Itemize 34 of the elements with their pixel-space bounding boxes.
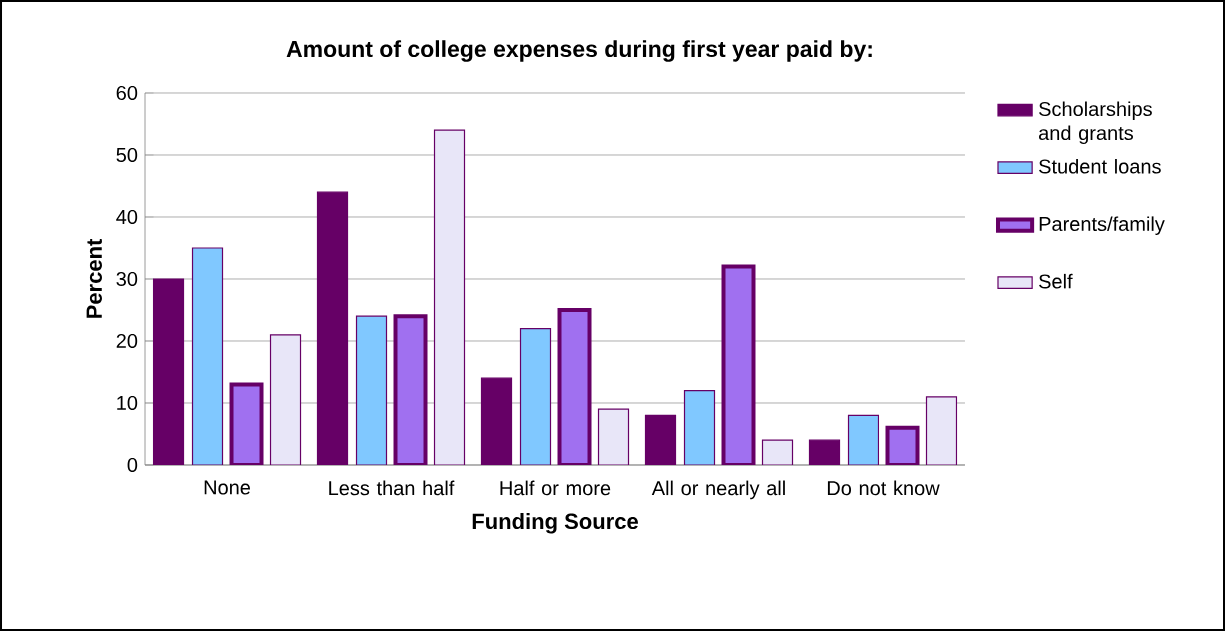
x-tick-label: All or nearly all [651,480,785,500]
bar [433,129,466,465]
bar [480,377,513,465]
x-tick-label: Half or more [500,480,611,496]
bar [925,396,958,465]
legend-label: Parents/family [1039,216,1165,236]
legend-label: Scholarships and grants [1038,101,1152,145]
x-tick-label: Do not know [827,480,940,496]
y-tick-label: 40 [116,209,138,225]
y-tick-label: 50 [116,147,138,163]
bar [808,439,841,465]
bar [519,327,552,465]
bar [761,439,794,465]
chart-title: Amount of college expenses during first year paid by: [286,40,872,62]
y-axis-title: Percent [86,238,102,318]
bar [355,315,388,465]
y-tick-label: 60 [116,85,138,101]
y-tick-label: 20 [116,333,138,349]
y-tick-label: 0 [127,457,138,473]
legend-label: Self [1039,273,1073,289]
y-tick-label: 30 [116,271,138,287]
y-tick-label: 10 [117,395,138,411]
bar [316,191,349,465]
legend-label: Student loans [1039,158,1161,174]
x-axis-title: Funding Source [472,512,638,534]
bar [644,414,677,465]
bar [847,414,880,465]
bar [191,247,224,465]
x-tick-label: Less than half [329,480,455,496]
bar [152,278,185,465]
bar [597,408,630,465]
bar [683,389,716,465]
bar [269,334,302,465]
x-tick-label: None [204,480,251,495]
